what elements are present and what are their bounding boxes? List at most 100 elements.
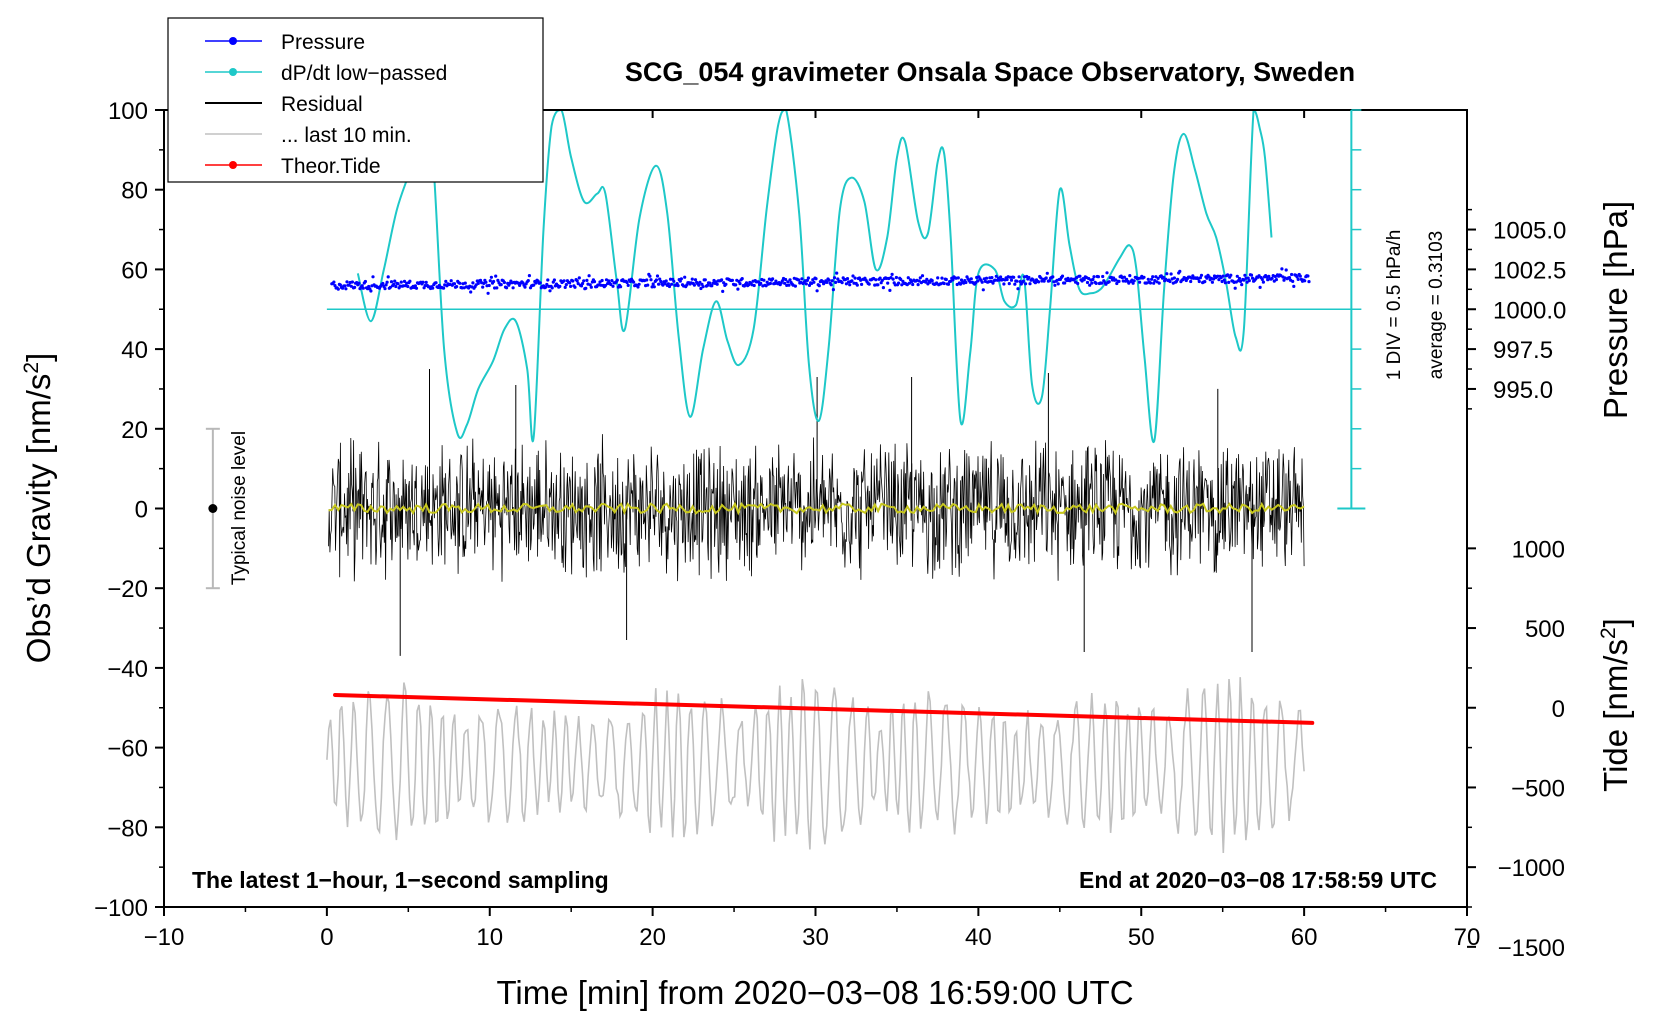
x-axis: −10 0 10 20 30 40 50 60 70	[144, 110, 1480, 951]
pressure-point	[980, 280, 984, 284]
pressure-point	[1053, 283, 1057, 287]
pressure-point	[568, 281, 572, 285]
pressure-point	[899, 277, 903, 281]
pressure-point	[646, 283, 650, 287]
pressure-point	[926, 282, 930, 286]
pressure-point	[720, 278, 724, 282]
pressure-point	[762, 278, 766, 282]
pressure-point	[1261, 280, 1265, 284]
pressure-point	[333, 284, 337, 288]
pressure-point	[1150, 277, 1154, 281]
pressure-point	[783, 281, 787, 285]
pressure-point	[383, 287, 387, 291]
pressure-point	[1270, 276, 1274, 280]
pressure-point	[489, 275, 493, 279]
pressure-point	[545, 282, 549, 287]
pressure-point	[768, 281, 773, 286]
pressure-point	[1152, 281, 1156, 285]
pressure-point	[471, 281, 475, 285]
pressure-point	[1013, 282, 1017, 286]
pressure-point	[1138, 280, 1142, 284]
note-sampling: The latest 1−hour, 1−second sampling	[192, 867, 609, 893]
pressure-axis: 1005.0 1002.5 1000.0 997.5 995.0	[1467, 208, 1566, 410]
pressure-point	[1088, 283, 1092, 287]
pressure-point	[850, 279, 854, 283]
pressure-point	[740, 277, 744, 281]
pressure-point	[1198, 276, 1202, 280]
pressure-point	[836, 277, 840, 281]
pressure-point	[469, 290, 473, 294]
pressure-point	[1197, 279, 1201, 284]
pressure-point	[1122, 275, 1126, 279]
pressure-point	[1292, 284, 1296, 288]
pressure-point	[569, 284, 573, 288]
pressure-point	[1168, 279, 1172, 284]
pressure-point	[1132, 279, 1136, 283]
pressure-point	[424, 280, 428, 284]
pressure-point	[386, 275, 390, 279]
pressure-point	[1178, 269, 1182, 273]
pressure-point	[1016, 287, 1020, 291]
pressure-point	[648, 274, 652, 278]
pressure-tick-label: 997.5	[1493, 337, 1553, 364]
pressure-point	[573, 285, 577, 289]
pressure-point	[744, 281, 749, 285]
pressure-point	[730, 278, 735, 282]
pressure-point	[1303, 279, 1307, 283]
pressure-point	[664, 279, 668, 283]
pressure-point	[444, 279, 448, 283]
pressure-point	[1012, 275, 1016, 279]
legend-box	[167, 17, 544, 183]
pressure-point	[1154, 275, 1158, 279]
pressure-point	[431, 286, 435, 290]
tide-tick-label: 500	[1525, 616, 1565, 643]
pressure-point	[357, 281, 361, 285]
pressure-point	[981, 288, 985, 292]
pressure-point	[1007, 282, 1011, 286]
pressure-point	[1210, 280, 1214, 284]
y-axis-left: 100 80 60 40 20 0 −20 −40 −60 −80 −100	[94, 98, 164, 922]
pressure-point	[878, 276, 882, 280]
pressure-point	[1024, 282, 1028, 286]
pressure-point	[1051, 275, 1055, 279]
pressure-point	[1237, 276, 1242, 281]
pressure-point	[853, 276, 857, 280]
pressure-point	[652, 285, 656, 289]
pressure-point	[637, 282, 641, 286]
pressure-point	[1229, 273, 1233, 277]
pressure-point	[632, 280, 636, 284]
pressure-point	[1015, 279, 1019, 283]
pressure-point	[575, 279, 579, 283]
pressure-point	[1028, 282, 1032, 286]
legend-label: Pressure	[281, 31, 365, 54]
pressure-point	[449, 279, 453, 283]
pressure-point	[1257, 274, 1261, 278]
pressure-point	[840, 281, 844, 285]
dpdt-line	[356, 108, 1273, 444]
pressure-point	[1002, 282, 1006, 286]
pressure-point	[759, 281, 763, 285]
pressure-point	[1161, 275, 1166, 279]
pressure-point	[924, 280, 928, 284]
pressure-point	[815, 289, 819, 293]
pressure-point	[455, 285, 459, 289]
pressure-point	[935, 281, 939, 285]
pressure-point	[880, 278, 884, 282]
pressure-point	[659, 279, 663, 284]
pressure-point	[734, 283, 738, 287]
x-axis-title: Time [min] from 2020−03−08 16:59:00 UTC	[496, 974, 1133, 1011]
pressure-point	[1240, 283, 1244, 287]
pressure-point	[964, 280, 968, 285]
pressure-point	[588, 283, 592, 287]
pressure-point	[1148, 281, 1153, 285]
pressure-point	[1189, 279, 1193, 284]
pressure-point	[1247, 279, 1251, 283]
pressure-point	[804, 282, 808, 286]
pressure-point	[679, 277, 684, 281]
pressure-point	[1047, 279, 1052, 283]
pressure-point	[827, 278, 831, 282]
tide-tick-label: 0	[1552, 696, 1565, 723]
legend-label: dP/dt low−passed	[281, 62, 447, 85]
pressure-point	[619, 285, 623, 289]
pressure-point	[917, 279, 921, 283]
